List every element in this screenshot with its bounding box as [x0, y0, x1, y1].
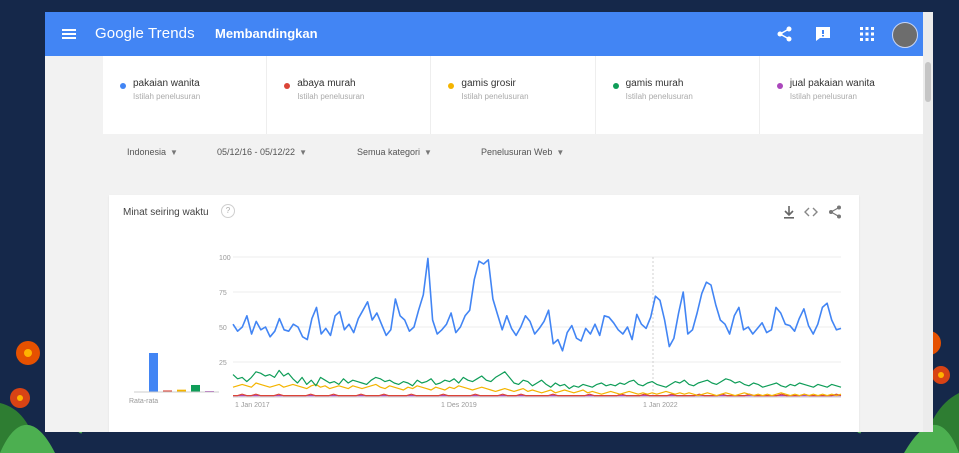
series-line	[232, 257, 842, 352]
category-filter[interactable]: Semua kategori ▼	[357, 147, 432, 157]
search-type-filter-label: Penelusuran Web	[481, 147, 553, 157]
x-tick-label: 1 Jan 2022	[643, 402, 678, 409]
y-tick-label: 75	[219, 290, 227, 297]
x-tick-label: 1 Jan 2017	[235, 402, 270, 409]
trends-app-bar: Google Trends Membandingkan	[45, 12, 933, 56]
average-bar	[191, 384, 200, 392]
term-name: pakaian wanita	[133, 78, 200, 89]
chevron-down-icon: ▼	[556, 148, 565, 157]
term-name: jual pakaian wanita	[789, 78, 875, 89]
term-color-dot	[612, 83, 619, 89]
chevron-down-icon: ▼	[424, 148, 432, 157]
term-type: Istilah penelusuran	[133, 92, 201, 101]
term-card[interactable]: abaya murah Istilah penelusuran	[267, 56, 432, 134]
search-type-filter[interactable]: Penelusuran Web ▼	[481, 147, 564, 157]
page-title: Membandingkan	[215, 26, 318, 41]
share-icon[interactable]	[775, 24, 795, 44]
y-tick-label: 50	[219, 325, 227, 332]
term-color-dot	[120, 83, 126, 89]
average-label: Rata-rata	[129, 398, 159, 405]
x-tick-label: 1 Des 2019	[441, 402, 477, 409]
compare-terms-row: pakaian wanita Istilah penelusuran abaya…	[103, 56, 923, 134]
date-range-filter[interactable]: 05/12/16 - 05/12/22 ▼	[217, 147, 307, 157]
interest-line-chart[interactable]: 100 75 50 25 1 Jan 2017 1 Des 2019 1 Jan 2022	[219, 247, 849, 422]
help-icon[interactable]: ?	[221, 204, 235, 218]
term-name: gamis grosir	[461, 78, 516, 89]
average-bar	[149, 353, 158, 392]
apps-grid-icon[interactable]	[857, 24, 877, 44]
share-chart-icon[interactable]	[827, 204, 843, 220]
average-bar-chart	[134, 353, 219, 393]
series-line	[233, 393, 842, 397]
term-card[interactable]: gamis murah Istilah penelusuran	[596, 56, 760, 134]
hamburger-menu-icon[interactable]	[59, 24, 79, 44]
feedback-icon[interactable]	[813, 24, 833, 44]
y-tick-label: 100	[219, 255, 231, 262]
term-type: Istilah penelusuran	[461, 92, 529, 101]
term-card[interactable]: gamis grosir Istilah penelusuran	[431, 56, 596, 134]
term-color-dot	[284, 83, 291, 89]
interest-over-time-card: Minat seiring waktu ? Rata-rata 100 75 50 2…	[109, 195, 859, 432]
download-icon[interactable]	[781, 204, 797, 220]
y-tick-label: 25	[219, 360, 227, 367]
term-type: Istilah penelusuran	[789, 92, 857, 101]
term-color-dot	[448, 83, 455, 89]
chevron-down-icon: ▼	[170, 148, 178, 157]
embed-code-icon[interactable]	[803, 204, 819, 220]
region-filter-label: Indonesia	[127, 147, 167, 157]
date-range-filter-label: 05/12/16 - 05/12/22	[217, 147, 296, 157]
browser-window: Google Trends Membandingkan pakaian wani…	[45, 12, 933, 432]
term-name: abaya murah	[297, 78, 356, 89]
page-scrollbar[interactable]	[923, 12, 933, 432]
line-chart-svg: 100 75 50 25 1 Jan 2017 1 Des 2019 1 Jan 2022	[219, 255, 842, 409]
google-trends-logo[interactable]: Google Trends	[95, 25, 195, 42]
term-card[interactable]: jual pakaian wanita Istilah penelusuran	[760, 56, 923, 134]
average-bar	[177, 389, 186, 392]
filter-bar: Indonesia ▼ 05/12/16 - 05/12/22 ▼ Semua ka…	[115, 147, 815, 171]
series-line	[232, 369, 842, 390]
account-avatar[interactable]	[892, 22, 918, 48]
category-filter-label: Semua kategori	[357, 147, 421, 157]
term-card[interactable]: pakaian wanita Istilah penelusuran	[103, 56, 268, 134]
series-line	[232, 382, 842, 397]
term-type: Istilah penelusuran	[625, 92, 693, 101]
region-filter[interactable]: Indonesia ▼	[127, 147, 178, 157]
chevron-down-icon: ▼	[299, 148, 307, 157]
term-name: gamis murah	[625, 78, 684, 89]
term-type: Istilah penelusuran	[297, 92, 365, 101]
card-title: Minat seiring waktu	[123, 207, 209, 218]
term-color-dot	[776, 83, 783, 89]
scrollbar-thumb[interactable]	[925, 62, 931, 102]
average-bar	[163, 390, 172, 392]
